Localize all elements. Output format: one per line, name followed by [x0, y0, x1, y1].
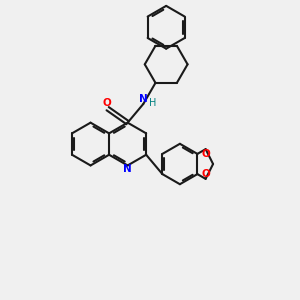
Text: H: H [149, 98, 157, 108]
Text: N: N [139, 94, 148, 104]
Text: O: O [202, 169, 211, 178]
Text: O: O [202, 149, 211, 160]
Text: O: O [102, 98, 111, 108]
Text: N: N [123, 164, 132, 174]
